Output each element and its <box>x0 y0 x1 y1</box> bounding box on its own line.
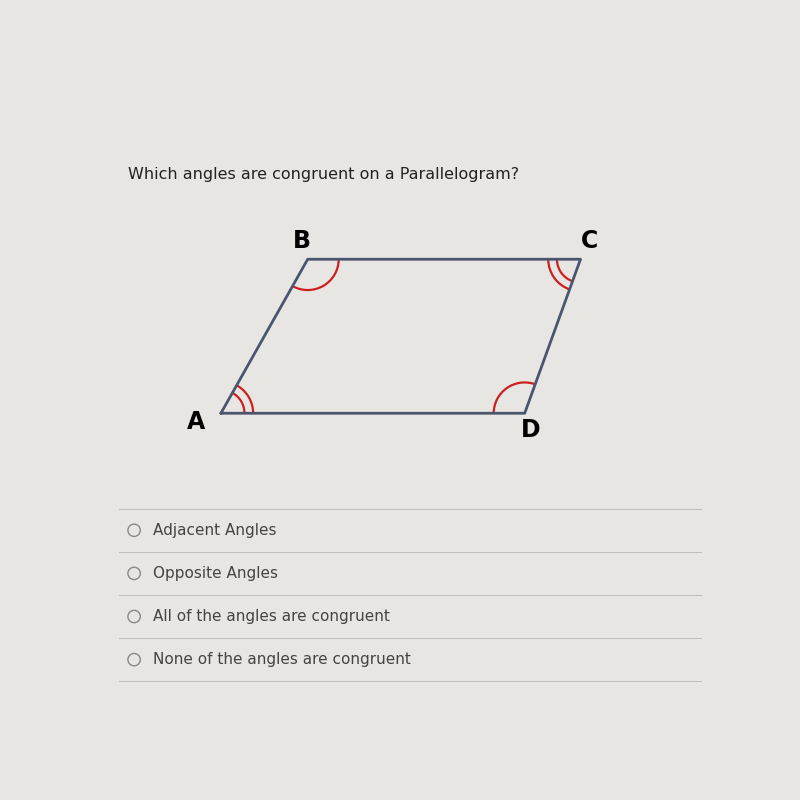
Text: All of the angles are congruent: All of the angles are congruent <box>153 609 390 624</box>
Text: Adjacent Angles: Adjacent Angles <box>153 522 276 538</box>
Text: B: B <box>293 229 310 253</box>
Text: C: C <box>581 229 598 253</box>
Text: Opposite Angles: Opposite Angles <box>153 566 278 581</box>
Text: D: D <box>521 418 541 442</box>
Text: None of the angles are congruent: None of the angles are congruent <box>153 652 410 667</box>
Text: A: A <box>187 410 206 434</box>
Text: Which angles are congruent on a Parallelogram?: Which angles are congruent on a Parallel… <box>128 167 519 182</box>
